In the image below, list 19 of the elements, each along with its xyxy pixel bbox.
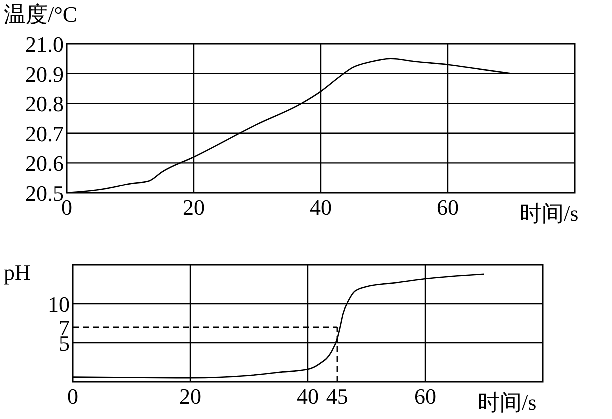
y-tick-label: 20.9: [26, 62, 64, 87]
y-tick-label: 20.7: [26, 121, 64, 146]
x-axis-title: 时间/s: [478, 390, 537, 415]
x-tick-label: 60: [437, 195, 459, 220]
x-tick-label: 0: [68, 384, 78, 409]
x-tick-label: 40: [310, 195, 332, 220]
y-tick-label: 20.8: [26, 92, 64, 117]
x-axis-title: 时间/s: [520, 201, 579, 226]
y-tick-label: 20.6: [26, 151, 64, 176]
x-tick-label: 20: [180, 384, 202, 409]
x-tick-label: 60: [414, 384, 436, 409]
x-tick-label: 20: [183, 195, 205, 220]
y-tick-label: 21.0: [26, 32, 64, 57]
y-axis-title: 温度/°C: [4, 2, 78, 27]
x-tick-label: 40: [297, 384, 319, 409]
x-tick-label: 45: [326, 384, 348, 409]
y-axis-title: pH: [4, 260, 31, 285]
y-tick-label: 10: [48, 292, 70, 317]
y-tick-label: 20.5: [26, 181, 64, 206]
